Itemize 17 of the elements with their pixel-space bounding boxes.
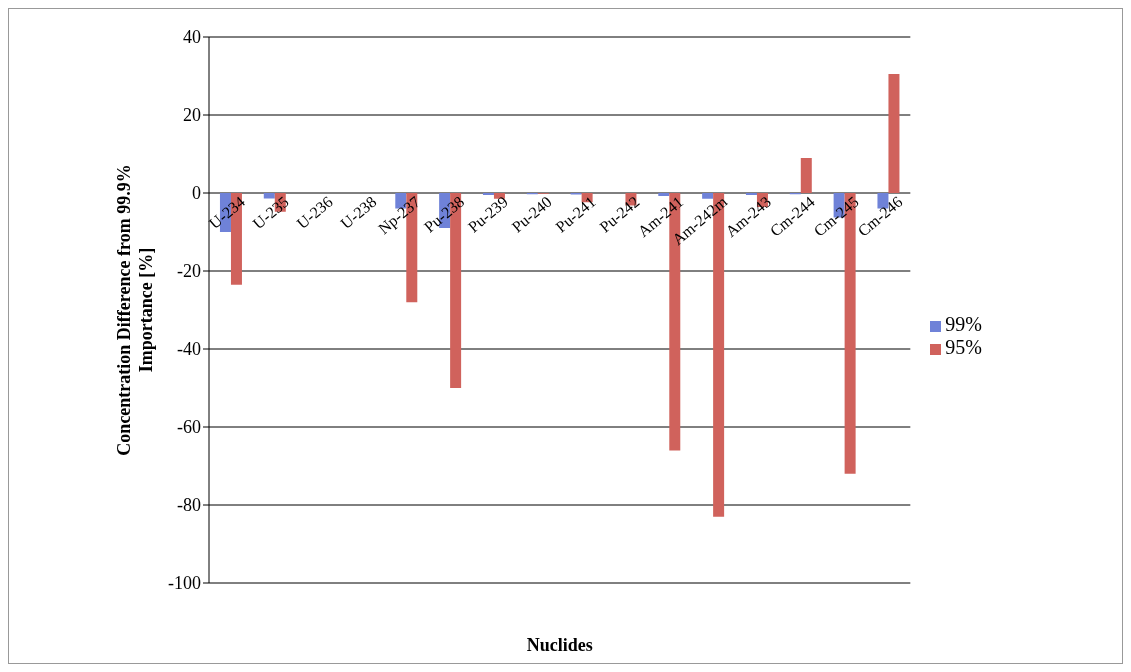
y-tick-label: -80 [177,495,201,516]
y-tick-label: 20 [183,105,201,126]
bar [702,193,714,199]
x-axis-title: Nuclides [526,635,593,655]
bar [658,193,670,197]
y-tick-label: 40 [183,27,201,48]
y-tick-label: -40 [177,339,201,360]
bar [263,193,275,199]
y-tick-label: -60 [177,417,201,438]
y-tick-label: -100 [168,573,201,594]
bar [800,157,812,193]
y-axis-title: Concentration Difference from 99.9% Importance [%] [114,164,156,456]
legend-label: 99% [945,313,982,335]
y-tick-label: -20 [177,261,201,282]
legend-label: 95% [945,336,982,358]
bar [888,74,900,193]
y-tick-label: 0 [192,183,201,204]
